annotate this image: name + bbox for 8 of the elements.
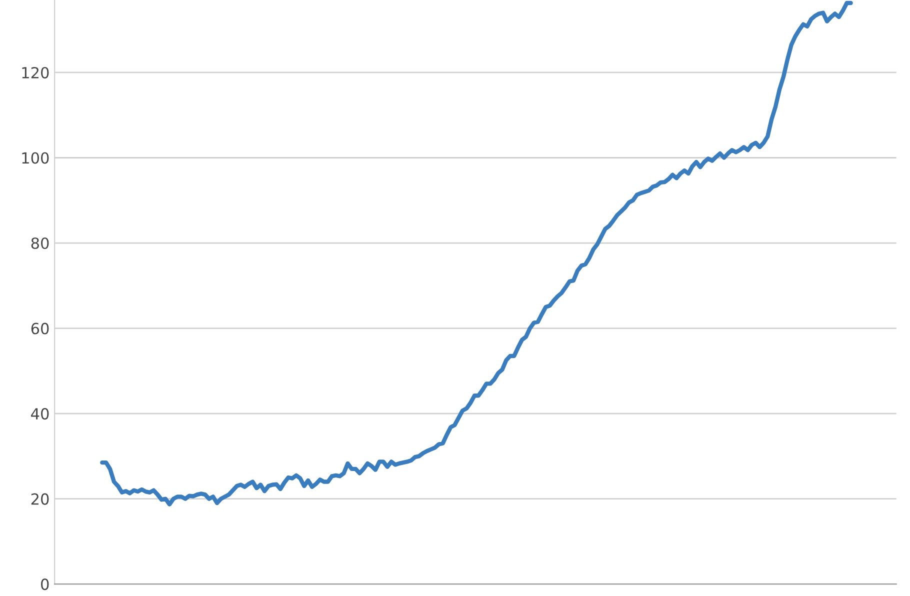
y-tick-label: 0	[41, 578, 49, 590]
y-tick-label: 60	[31, 322, 49, 334]
y-tick-label: 100	[22, 152, 49, 164]
y-tick-label: 20	[31, 493, 49, 505]
y-tick-label: 40	[31, 408, 49, 420]
y-tick-label: 80	[31, 237, 49, 250]
y-tick-label: 120	[22, 66, 49, 78]
line-series	[100, 0, 853, 506]
